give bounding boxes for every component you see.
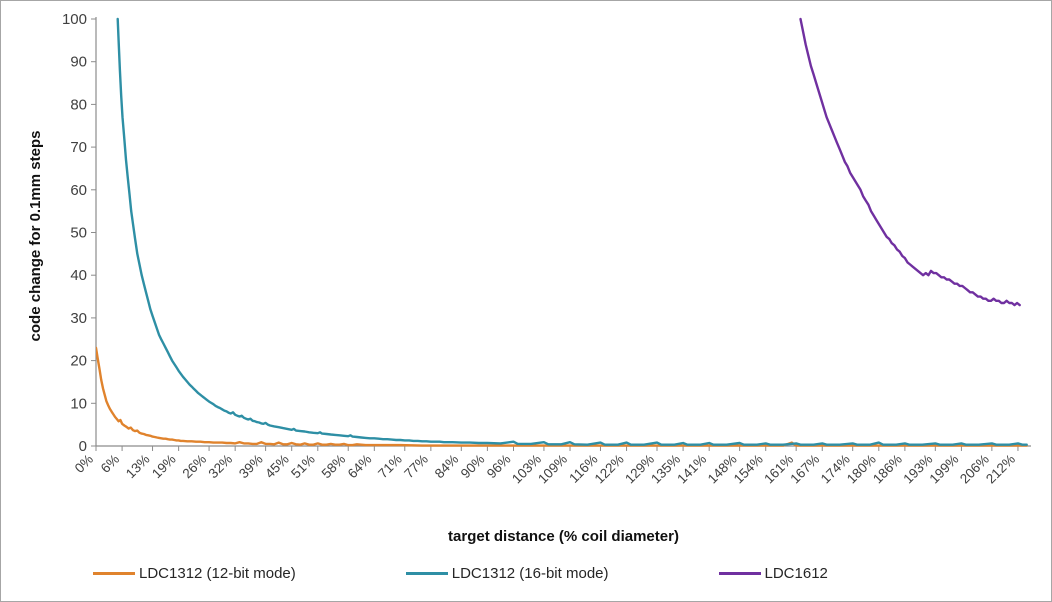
svg-text:6%: 6%	[98, 452, 122, 476]
svg-text:58%: 58%	[319, 452, 349, 482]
legend-label-ldc1612: LDC1612	[764, 565, 828, 582]
legend-swatch-ldc1312-16bit-icon	[405, 572, 448, 575]
svg-text:64%: 64%	[345, 452, 375, 482]
svg-text:10: 10	[70, 395, 87, 412]
svg-text:32%: 32%	[206, 452, 236, 482]
svg-text:141%: 141%	[674, 452, 709, 487]
svg-text:109%: 109%	[535, 452, 570, 487]
svg-text:30: 30	[70, 310, 87, 327]
svg-text:45%: 45%	[262, 452, 292, 482]
svg-text:90: 90	[70, 54, 87, 71]
y-axis-title: code change for 0.1mm steps	[27, 130, 44, 342]
svg-text:84%: 84%	[432, 452, 462, 482]
svg-text:193%: 193%	[900, 452, 935, 487]
svg-text:0%: 0%	[72, 452, 96, 476]
svg-text:80: 80	[70, 96, 87, 113]
svg-text:60: 60	[70, 182, 87, 199]
legend-item-ldc1312-12bit: LDC1312 (12-bit mode)	[93, 565, 296, 582]
svg-text:135%: 135%	[648, 452, 683, 487]
svg-text:100: 100	[62, 11, 87, 28]
svg-text:180%: 180%	[844, 452, 879, 487]
svg-text:50: 50	[70, 225, 87, 242]
svg-text:186%: 186%	[870, 452, 905, 487]
svg-text:129%: 129%	[622, 452, 657, 487]
svg-text:51%: 51%	[288, 452, 318, 482]
svg-text:26%: 26%	[179, 452, 209, 482]
legend-swatch-ldc1612-icon	[718, 572, 761, 575]
svg-text:70: 70	[70, 139, 87, 156]
svg-text:174%: 174%	[818, 452, 853, 487]
legend-label-ldc1312-16bit: LDC1312 (16-bit mode)	[451, 565, 609, 582]
svg-text:13%: 13%	[123, 452, 153, 482]
svg-text:212%: 212%	[983, 452, 1018, 487]
svg-text:167%: 167%	[787, 452, 822, 487]
svg-text:90%: 90%	[458, 452, 488, 482]
svg-text:199%: 199%	[927, 452, 962, 487]
svg-text:19%: 19%	[149, 452, 179, 482]
svg-text:77%: 77%	[401, 452, 431, 482]
svg-text:0: 0	[79, 438, 87, 455]
svg-text:122%: 122%	[592, 452, 627, 487]
legend: LDC1312 (12-bit mode) LDC1312 (16-bit mo…	[93, 565, 828, 582]
svg-text:103%: 103%	[509, 452, 544, 487]
legend-label-ldc1312-12bit: LDC1312 (12-bit mode)	[139, 565, 296, 582]
svg-text:161%: 161%	[761, 452, 796, 487]
svg-text:206%: 206%	[957, 452, 992, 487]
legend-swatch-ldc1312-12bit-icon	[93, 572, 135, 575]
legend-item-ldc1612: LDC1612	[718, 565, 828, 582]
svg-text:39%: 39%	[236, 452, 266, 482]
legend-item-ldc1312-16bit: LDC1312 (16-bit mode)	[405, 565, 609, 582]
svg-text:71%: 71%	[375, 452, 405, 482]
svg-text:148%: 148%	[705, 452, 740, 487]
x-axis-title: target distance (% coil diameter)	[448, 528, 679, 545]
svg-text:20: 20	[70, 353, 87, 370]
svg-text:40: 40	[70, 267, 87, 284]
svg-text:154%: 154%	[731, 452, 766, 487]
